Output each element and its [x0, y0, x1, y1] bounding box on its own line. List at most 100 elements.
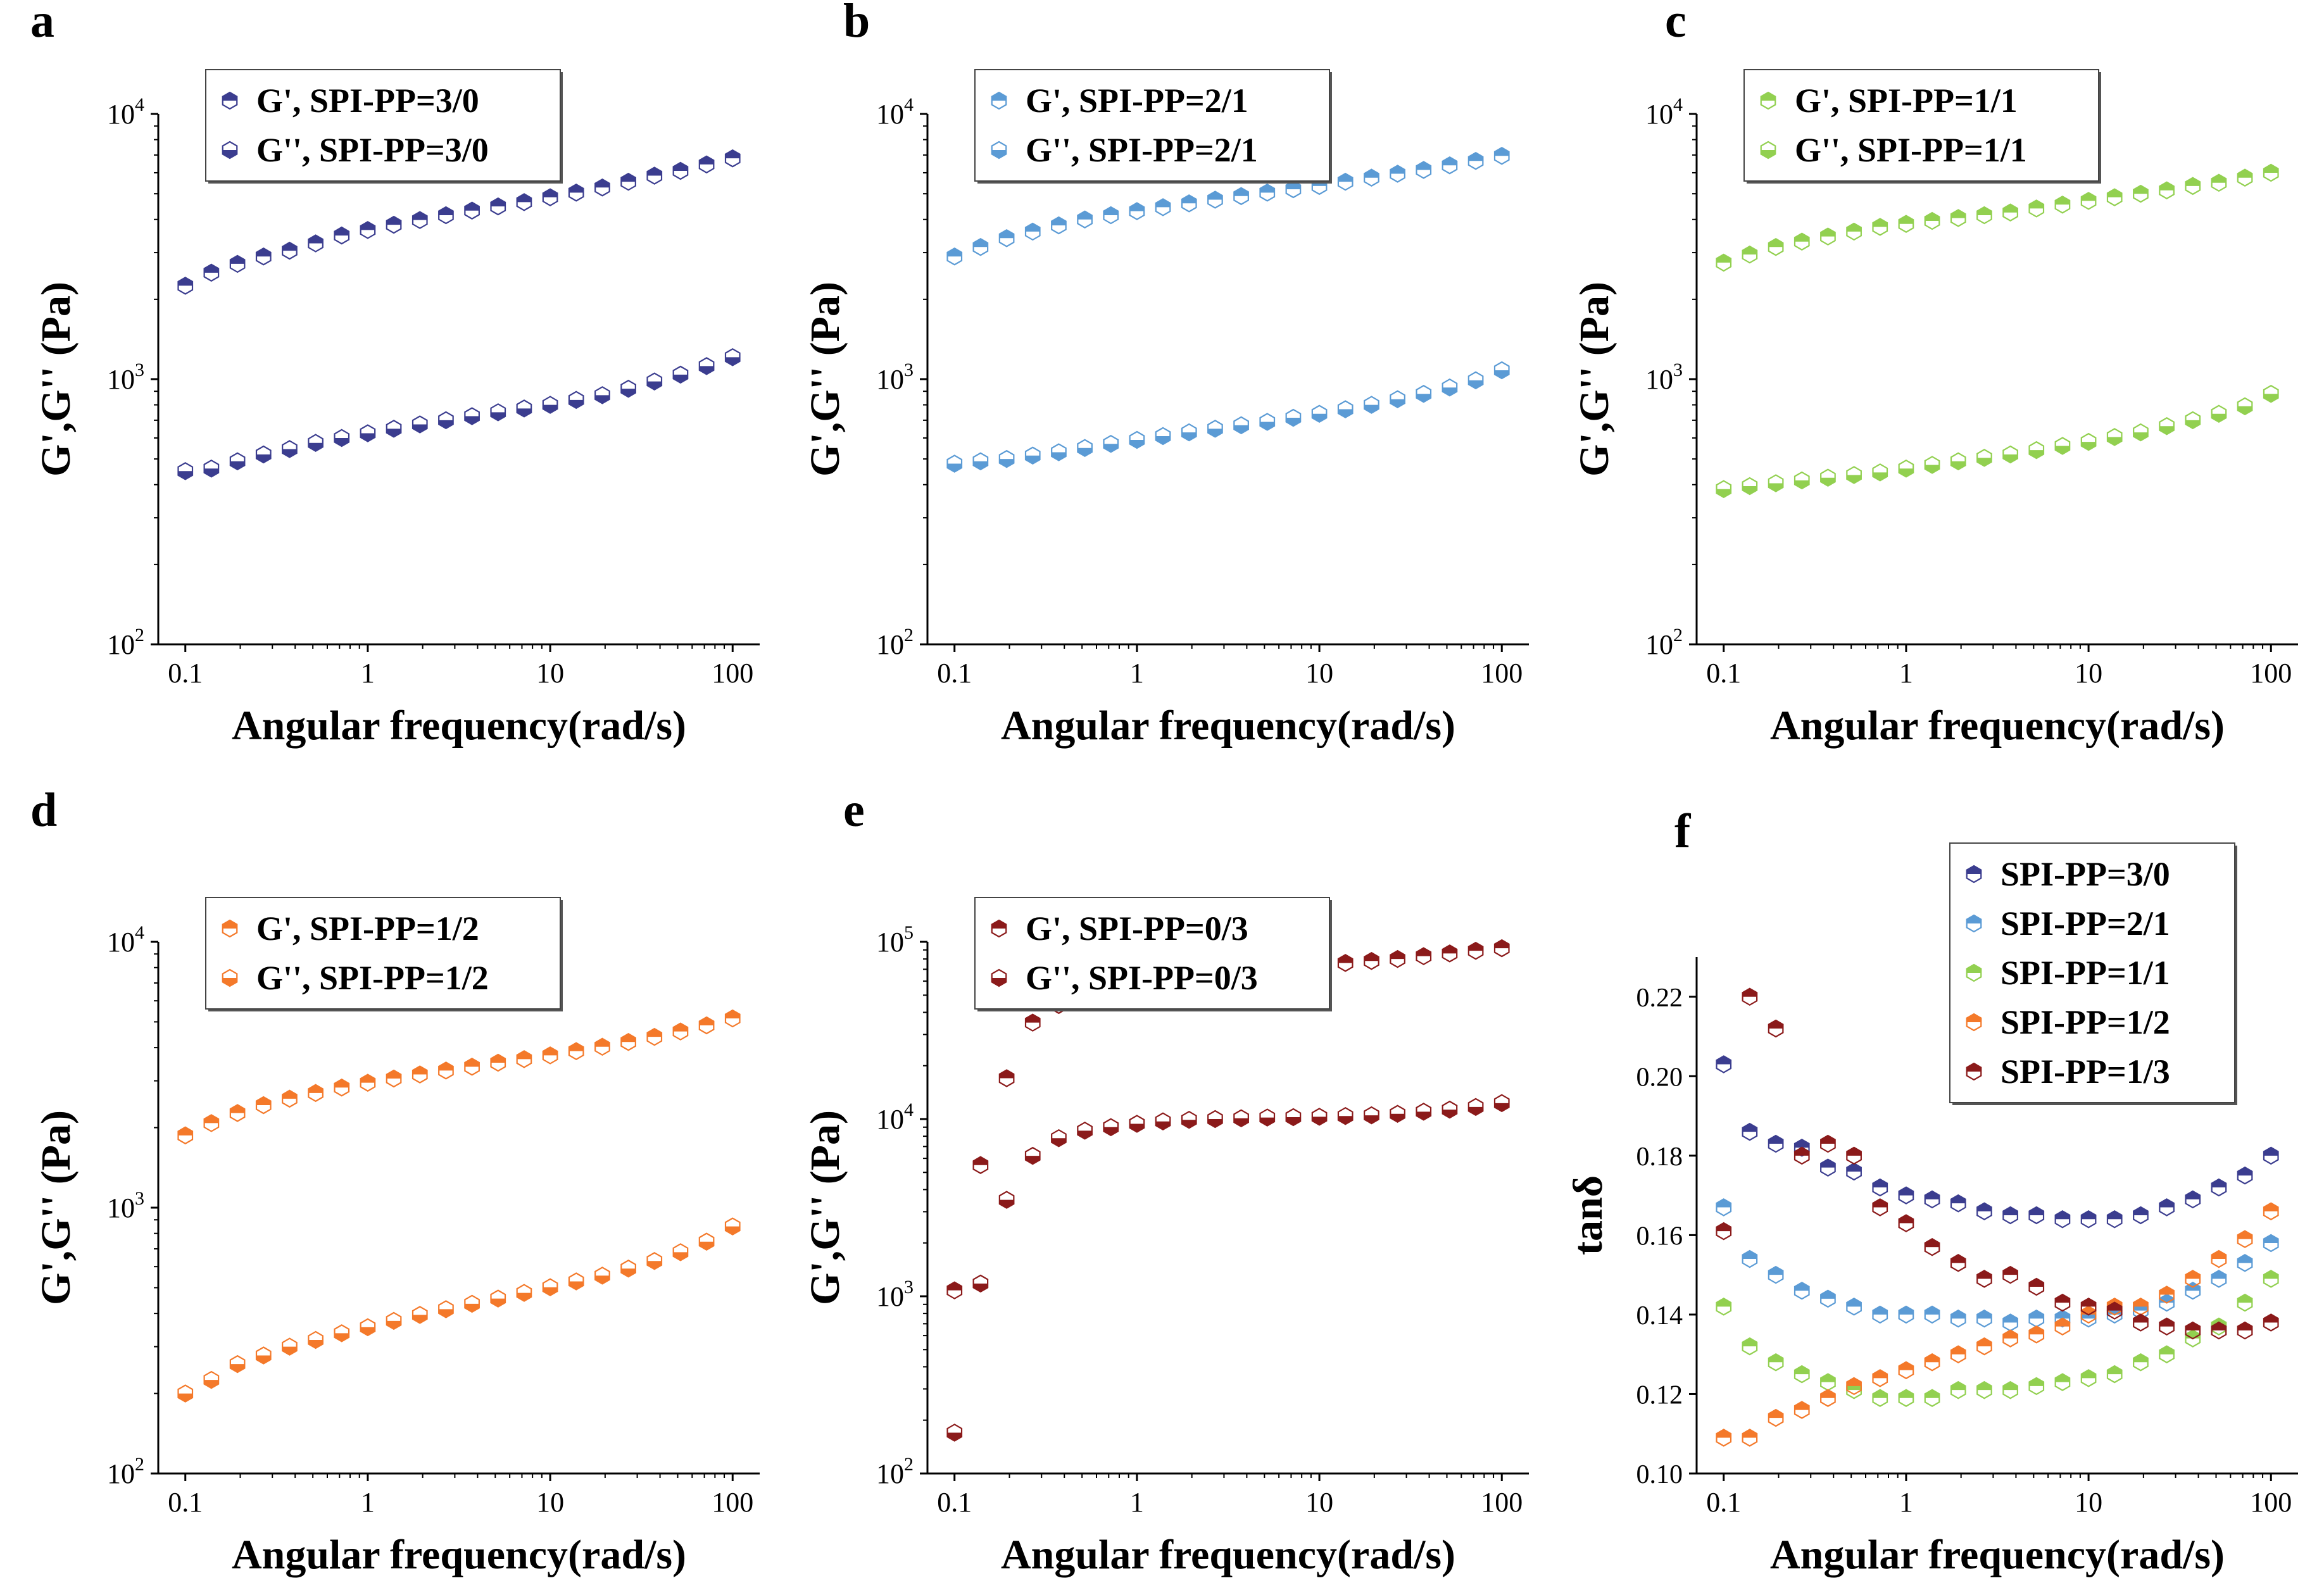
- marker-outline: [2054, 1317, 2071, 1336]
- data-point: [1416, 161, 1432, 179]
- marker-outline: [1976, 1202, 1992, 1220]
- data-point: [2263, 1146, 2279, 1165]
- data-point: [203, 1370, 220, 1389]
- data-point: [2159, 416, 2175, 435]
- marker-fill: [360, 433, 375, 442]
- y-tick-label: 104: [876, 1099, 914, 1135]
- data-point: [2237, 1166, 2253, 1185]
- marker-outline: [386, 1311, 402, 1330]
- marker-fill: [465, 416, 479, 425]
- marker-fill: [1925, 1239, 1940, 1248]
- marker-fill: [2003, 1207, 2018, 1215]
- data-point: [1872, 1305, 1888, 1324]
- marker-outline: [1924, 1389, 1940, 1408]
- data-point: [2028, 1325, 2045, 1344]
- marker-outline: [177, 462, 194, 480]
- marker-fill: [1899, 1215, 1914, 1223]
- marker-outline: [646, 1027, 663, 1046]
- marker-outline: [1768, 474, 1784, 492]
- marker-fill: [2133, 1354, 2148, 1363]
- marker-fill: [1129, 203, 1145, 211]
- marker-outline: [1493, 146, 1510, 165]
- marker-outline: [1467, 371, 1484, 390]
- marker-fill: [1494, 370, 1509, 379]
- marker-outline: [1390, 949, 1405, 968]
- marker-outline: [2185, 1190, 2201, 1209]
- panel-letter: f: [1674, 804, 1692, 858]
- data-point: [1742, 987, 1758, 1006]
- marker-fill: [2237, 1322, 2252, 1331]
- legend-label: G'', SPI-PP=1/1: [1795, 131, 2027, 169]
- marker-outline: [1259, 413, 1276, 431]
- marker-outline: [1024, 446, 1041, 465]
- legend-box: [205, 897, 561, 1010]
- marker-outline: [1207, 420, 1223, 438]
- marker-fill: [568, 1042, 584, 1051]
- data-point: [594, 1267, 610, 1285]
- marker-fill: [1155, 435, 1171, 444]
- marker-fill: [999, 459, 1014, 468]
- chart-panel-f: f 0.1 1 10 100 0.10 0.12 0.14 0.16 0.18 0.20 0.22 An…: [1565, 804, 2298, 1578]
- marker-outline: [2106, 1210, 2123, 1229]
- data-point: [360, 424, 376, 442]
- data-point: [282, 241, 298, 260]
- series-2: [177, 348, 741, 480]
- marker-fill: [673, 1023, 688, 1032]
- data-point: [2080, 192, 2097, 210]
- marker-fill: [2133, 1298, 2148, 1307]
- chart-panel-c: c 0.1 1 10 100 102 103 104 Angular frequency(rad…: [1571, 0, 2298, 749]
- marker-fill: [595, 1275, 610, 1284]
- series-2: [946, 1094, 1510, 1442]
- marker-outline: [991, 968, 1007, 987]
- marker-fill: [2185, 177, 2201, 186]
- marker-outline: [1872, 1369, 1888, 1387]
- marker-fill: [1847, 1147, 1861, 1156]
- data-point: [2237, 397, 2253, 416]
- marker-fill: [360, 1327, 375, 1336]
- data-point: [360, 1318, 376, 1337]
- marker-fill: [1795, 1366, 1809, 1375]
- data-point: [1898, 1214, 1914, 1232]
- marker-outline: [1820, 1289, 1836, 1308]
- marker-outline: [1950, 452, 1966, 471]
- x-tick-label: 0.1: [1706, 1487, 1741, 1518]
- marker-outline: [2211, 173, 2227, 192]
- marker-outline: [1337, 1106, 1354, 1125]
- data-point: [1898, 1389, 1914, 1408]
- data-point: [255, 445, 272, 464]
- marker-fill: [1821, 477, 1835, 486]
- marker-outline: [1233, 416, 1249, 435]
- data-point: [1077, 210, 1093, 229]
- legend: G', SPI-PP=2/1 G'', SPI-PP=2/1: [974, 69, 1332, 184]
- marker-fill: [699, 156, 714, 165]
- data-point: [1716, 1298, 1732, 1316]
- marker-fill: [1716, 1199, 1731, 1208]
- marker-fill: [1208, 1119, 1222, 1127]
- data-point: [1416, 1103, 1432, 1121]
- marker-fill: [621, 173, 636, 182]
- marker-fill: [517, 1051, 532, 1060]
- marker-outline: [1467, 941, 1484, 960]
- data-point: [946, 247, 963, 266]
- marker-fill: [1925, 1191, 1940, 1199]
- data-point: [672, 1022, 689, 1041]
- data-point: [386, 420, 402, 438]
- data-point: [490, 403, 506, 422]
- legend: G', SPI-PP=1/1 G'', SPI-PP=1/1: [1743, 69, 2101, 184]
- chart-panel-b: b 0.1 1 10 100 102 103 104 Angular frequency(rad…: [802, 0, 1529, 749]
- marker-fill: [2237, 1255, 2252, 1263]
- marker-outline: [464, 1058, 480, 1076]
- panel-letter: e: [843, 784, 865, 837]
- data-point: [1793, 471, 1810, 490]
- marker-fill: [2055, 1373, 2070, 1382]
- marker-outline: [222, 141, 238, 160]
- data-point: [542, 1278, 558, 1296]
- data-point: [1024, 1146, 1041, 1165]
- x-tick-label: 1: [1899, 658, 1913, 689]
- x-tick-label: 100: [1481, 1487, 1523, 1518]
- marker-outline: [1129, 1115, 1145, 1133]
- y-tick-label: 0.14: [1636, 1301, 1683, 1330]
- marker-fill: [1286, 1117, 1301, 1125]
- marker-fill: [2211, 1179, 2227, 1188]
